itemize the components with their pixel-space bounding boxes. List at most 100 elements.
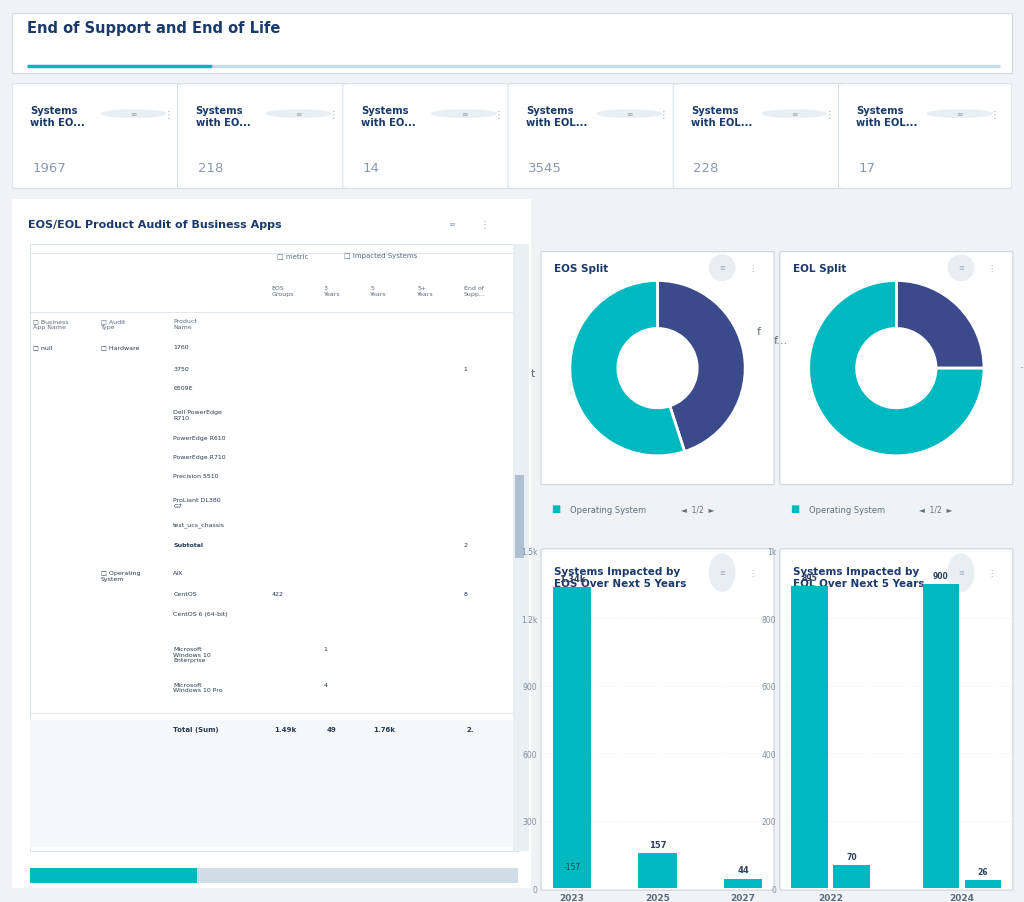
Text: 17: 17 <box>858 161 876 175</box>
Text: Operating System: Operating System <box>809 505 885 514</box>
Text: End of
Supp...: End of Supp... <box>464 286 485 297</box>
Text: PowerEdge R710: PowerEdge R710 <box>173 455 226 460</box>
Bar <box>513 244 528 851</box>
Text: 49: 49 <box>327 727 336 732</box>
Circle shape <box>948 256 974 281</box>
Text: □ null: □ null <box>33 345 52 350</box>
Text: Microsoft
Windows 10 Pro: Microsoft Windows 10 Pro <box>173 682 223 693</box>
Bar <box>197 868 518 883</box>
Text: 8: 8 <box>464 591 468 596</box>
Text: EOL Split: EOL Split <box>793 264 846 274</box>
Text: 900: 900 <box>933 572 949 581</box>
Text: CentOS 6 (64-bit): CentOS 6 (64-bit) <box>173 611 227 616</box>
Circle shape <box>267 111 331 118</box>
Circle shape <box>101 111 166 118</box>
Text: Operating System: Operating System <box>569 505 646 514</box>
Text: ⋮: ⋮ <box>658 109 669 119</box>
Bar <box>834 865 870 888</box>
Text: f...: f... <box>774 336 788 346</box>
Bar <box>724 879 763 888</box>
Bar <box>31 868 197 883</box>
Text: PowerEdge R610: PowerEdge R610 <box>173 436 225 440</box>
FancyBboxPatch shape <box>343 85 516 189</box>
Bar <box>515 475 524 558</box>
Bar <box>553 587 591 888</box>
Text: □ Hardware: □ Hardware <box>100 345 139 350</box>
Text: ⋮: ⋮ <box>748 568 757 577</box>
Text: 5
Years: 5 Years <box>371 286 387 297</box>
Text: 1.76k: 1.76k <box>373 727 395 732</box>
Text: ⋮: ⋮ <box>479 219 489 229</box>
Text: 895: 895 <box>802 574 818 583</box>
Text: ≡: ≡ <box>461 110 467 119</box>
Text: 2.: 2. <box>466 727 474 732</box>
FancyBboxPatch shape <box>9 197 534 892</box>
Bar <box>965 879 1001 888</box>
Text: 228: 228 <box>693 161 719 175</box>
Text: Systems
with EOL...: Systems with EOL... <box>526 106 588 128</box>
FancyBboxPatch shape <box>541 253 774 485</box>
Bar <box>31 244 518 851</box>
FancyBboxPatch shape <box>541 549 774 890</box>
Text: □ Business
App Name: □ Business App Name <box>33 318 69 329</box>
Text: ≡: ≡ <box>719 569 725 575</box>
FancyBboxPatch shape <box>839 85 1012 189</box>
Circle shape <box>432 111 496 118</box>
Text: 422: 422 <box>271 591 284 596</box>
Wedge shape <box>657 281 745 452</box>
Text: Systems
with EO...: Systems with EO... <box>31 106 85 128</box>
Text: Subtotal: Subtotal <box>173 542 203 548</box>
Text: 26: 26 <box>978 867 988 876</box>
Text: ProLiant DL380
G7: ProLiant DL380 G7 <box>173 497 221 508</box>
FancyBboxPatch shape <box>508 85 681 189</box>
Text: □ Impacted Systems: □ Impacted Systems <box>344 253 418 259</box>
Text: ⋮: ⋮ <box>987 264 995 273</box>
Text: 1967: 1967 <box>33 161 66 175</box>
Text: CentOS: CentOS <box>173 591 197 596</box>
Text: Total (Sum): Total (Sum) <box>173 727 219 732</box>
Text: Precision 5510: Precision 5510 <box>173 474 219 478</box>
Text: Product
Name: Product Name <box>173 318 197 329</box>
Circle shape <box>928 111 991 118</box>
Text: 1.49k: 1.49k <box>274 727 297 732</box>
Text: 1760: 1760 <box>173 345 188 350</box>
Text: End of Support and End of Life: End of Support and End of Life <box>28 21 281 36</box>
Text: EOS Split: EOS Split <box>554 264 608 274</box>
Bar <box>31 720 518 847</box>
Text: ≡: ≡ <box>958 569 964 575</box>
Text: Systems Impacted by
EOL Over Next 5 Years: Systems Impacted by EOL Over Next 5 Year… <box>793 566 924 588</box>
Text: 3750: 3750 <box>173 366 188 372</box>
Text: □ metric: □ metric <box>276 253 308 259</box>
Text: 1.34k: 1.34k <box>559 574 585 583</box>
Text: EOS/EOL Product Audit of Business Apps: EOS/EOL Product Audit of Business Apps <box>28 219 282 229</box>
Text: ...: ... <box>1020 359 1024 369</box>
FancyBboxPatch shape <box>780 253 1013 485</box>
Bar <box>792 586 828 888</box>
Text: ≡: ≡ <box>956 110 963 119</box>
Text: ≡: ≡ <box>626 110 633 119</box>
Text: 3
Years: 3 Years <box>324 286 340 297</box>
FancyBboxPatch shape <box>12 14 1012 74</box>
Text: ≡: ≡ <box>449 219 456 228</box>
Text: ■: ■ <box>791 503 800 514</box>
Text: Dell PowerEdge
R710: Dell PowerEdge R710 <box>173 410 222 420</box>
Text: ◄  1/2  ►: ◄ 1/2 ► <box>681 505 714 514</box>
Text: □ Operating
System: □ Operating System <box>100 570 140 581</box>
Text: ≡: ≡ <box>792 110 798 119</box>
Text: 44: 44 <box>737 866 749 875</box>
Bar <box>638 853 677 888</box>
Text: Systems
with EOL...: Systems with EOL... <box>856 106 918 128</box>
Circle shape <box>948 555 974 592</box>
Text: ≡: ≡ <box>719 265 725 271</box>
Text: ≡: ≡ <box>296 110 302 119</box>
Text: 6509E: 6509E <box>173 386 193 391</box>
Text: 5+
Years: 5+ Years <box>417 286 434 297</box>
Text: □ Audit
Type: □ Audit Type <box>100 318 125 329</box>
Text: ⋮: ⋮ <box>989 109 999 119</box>
Text: ◄  1/2  ►: ◄ 1/2 ► <box>920 505 952 514</box>
Text: Systems
with EO...: Systems with EO... <box>360 106 416 128</box>
Text: 2: 2 <box>464 542 468 548</box>
Text: ≡: ≡ <box>130 110 136 119</box>
Text: 3545: 3545 <box>528 161 562 175</box>
Text: 218: 218 <box>198 161 223 175</box>
